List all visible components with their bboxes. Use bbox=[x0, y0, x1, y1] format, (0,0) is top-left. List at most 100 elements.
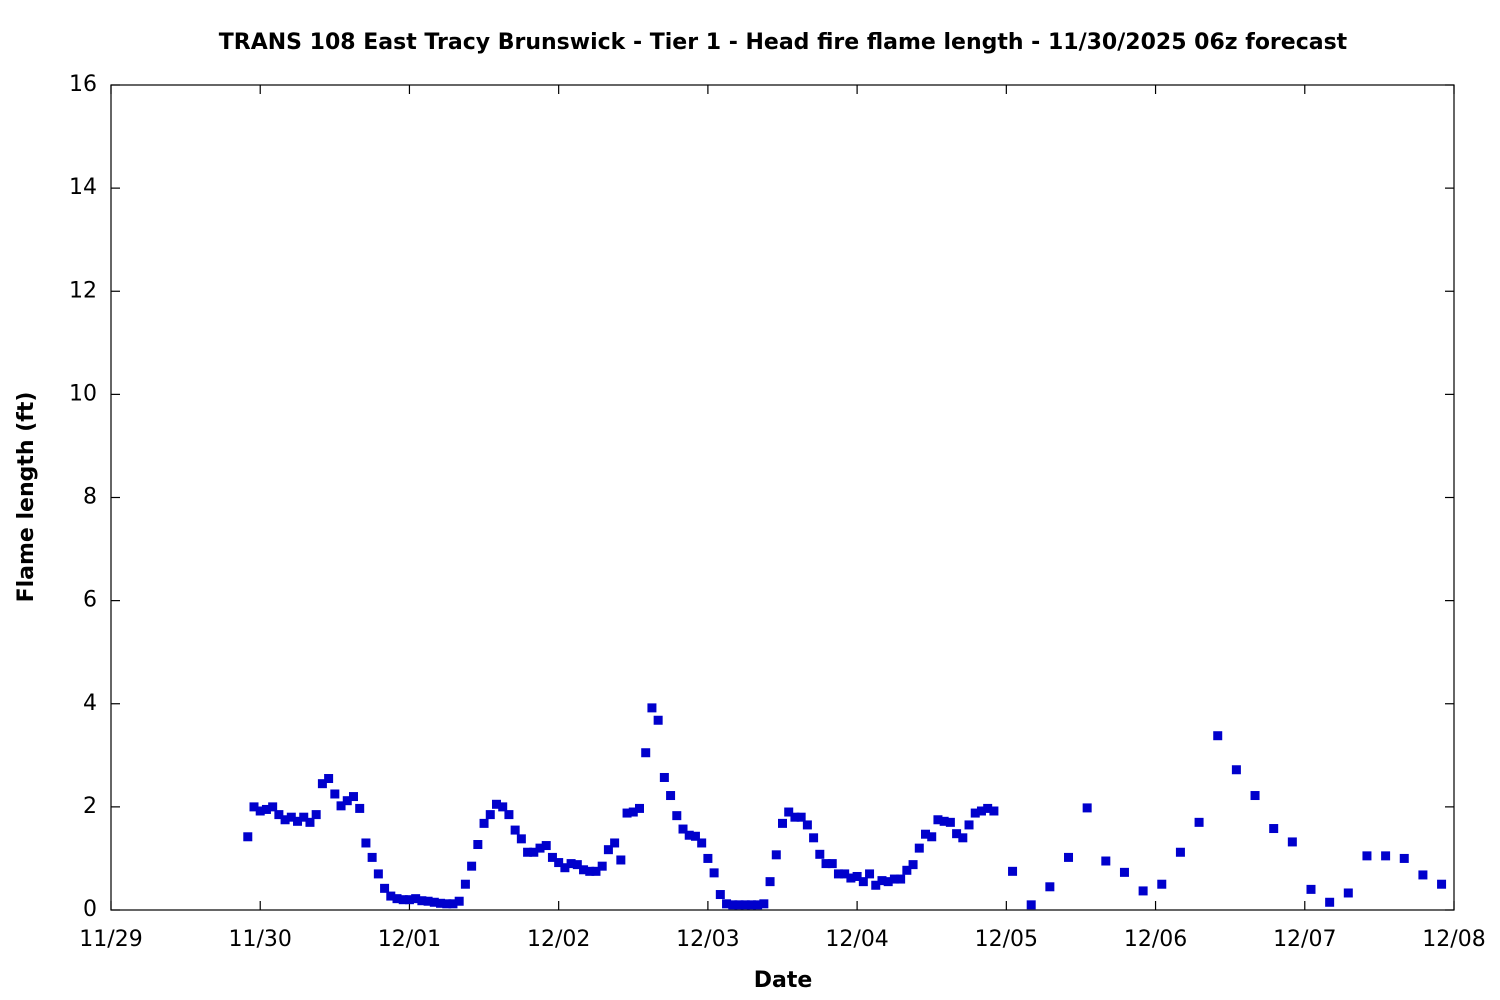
point bbox=[945, 817, 955, 827]
chart-title: TRANS 108 East Tracy Brunswick - Tier 1 … bbox=[219, 30, 1348, 55]
y-tick-label: 0 bbox=[83, 897, 97, 922]
point bbox=[659, 772, 669, 782]
y-axis-label: Flame length (ft) bbox=[14, 392, 39, 603]
point bbox=[709, 868, 719, 878]
point bbox=[684, 830, 694, 840]
point bbox=[958, 833, 968, 843]
point bbox=[753, 900, 763, 910]
point bbox=[448, 899, 458, 909]
point bbox=[703, 853, 713, 863]
point bbox=[734, 900, 744, 910]
point bbox=[1008, 866, 1018, 876]
point bbox=[566, 859, 576, 869]
point bbox=[846, 873, 856, 883]
y-tick-label: 10 bbox=[69, 381, 97, 406]
point bbox=[921, 829, 931, 839]
point bbox=[454, 896, 464, 906]
point bbox=[765, 877, 775, 887]
point bbox=[1101, 856, 1111, 866]
point bbox=[622, 808, 632, 818]
point bbox=[286, 812, 296, 822]
point bbox=[933, 815, 943, 825]
point bbox=[547, 852, 557, 862]
point bbox=[243, 832, 253, 842]
point bbox=[833, 869, 843, 879]
point bbox=[342, 796, 352, 806]
point bbox=[908, 860, 918, 870]
point bbox=[970, 808, 980, 818]
point bbox=[541, 841, 551, 851]
point bbox=[554, 858, 564, 868]
point bbox=[585, 866, 595, 876]
point bbox=[852, 871, 862, 881]
point bbox=[1250, 791, 1260, 801]
point bbox=[809, 833, 819, 843]
point bbox=[293, 816, 303, 826]
point bbox=[827, 859, 837, 869]
point bbox=[952, 829, 962, 839]
point bbox=[821, 859, 831, 869]
point bbox=[840, 869, 850, 879]
point bbox=[796, 812, 806, 822]
point bbox=[983, 803, 993, 813]
point bbox=[380, 883, 390, 893]
point bbox=[678, 824, 688, 834]
point bbox=[728, 900, 738, 910]
point bbox=[722, 899, 732, 909]
point bbox=[1064, 852, 1074, 862]
point bbox=[579, 865, 589, 875]
point bbox=[1138, 886, 1148, 896]
point bbox=[255, 806, 265, 816]
point bbox=[280, 815, 290, 825]
point bbox=[790, 812, 800, 822]
y-tick-label: 14 bbox=[69, 175, 97, 200]
point bbox=[504, 810, 514, 820]
point bbox=[386, 891, 396, 901]
point bbox=[442, 899, 452, 909]
x-tick-label: 12/04 bbox=[825, 927, 888, 952]
point bbox=[865, 869, 875, 879]
point bbox=[634, 803, 644, 813]
x-tick-label: 12/07 bbox=[1273, 927, 1336, 952]
point bbox=[429, 897, 439, 907]
point bbox=[1399, 853, 1409, 863]
point bbox=[616, 855, 626, 865]
point bbox=[436, 898, 446, 908]
y-tick-label: 16 bbox=[69, 72, 97, 97]
point bbox=[261, 804, 271, 814]
point bbox=[778, 818, 787, 828]
point bbox=[398, 895, 408, 905]
point bbox=[473, 840, 483, 850]
point bbox=[715, 890, 725, 900]
point bbox=[858, 877, 868, 887]
point bbox=[460, 879, 470, 889]
y-tick-label: 2 bbox=[83, 794, 97, 819]
point bbox=[610, 838, 620, 848]
y-tick-label: 12 bbox=[69, 278, 97, 303]
x-tick-label: 12/06 bbox=[1124, 927, 1187, 952]
point bbox=[690, 831, 700, 841]
point bbox=[479, 818, 489, 828]
point bbox=[361, 838, 371, 848]
point bbox=[324, 774, 334, 784]
point bbox=[367, 852, 377, 862]
point bbox=[373, 869, 383, 879]
point bbox=[1381, 851, 1391, 861]
point bbox=[666, 791, 676, 801]
point bbox=[759, 899, 769, 909]
point bbox=[902, 865, 912, 875]
point bbox=[784, 807, 794, 817]
point bbox=[1045, 882, 1055, 892]
point bbox=[423, 896, 433, 906]
x-tick-label: 12/03 bbox=[676, 927, 739, 952]
point bbox=[417, 896, 427, 906]
x-tick-label: 12/08 bbox=[1422, 927, 1485, 952]
point bbox=[1343, 888, 1353, 898]
point bbox=[653, 715, 663, 725]
point bbox=[1437, 879, 1447, 889]
point bbox=[1418, 870, 1428, 880]
point bbox=[964, 820, 974, 830]
point bbox=[317, 779, 327, 789]
point bbox=[498, 802, 508, 812]
